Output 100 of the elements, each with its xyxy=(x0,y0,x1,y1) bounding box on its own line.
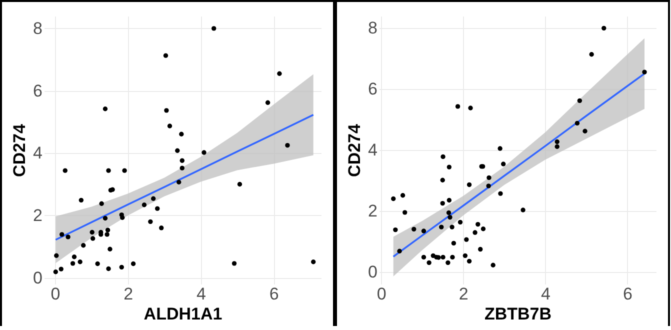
point xyxy=(212,26,216,31)
point xyxy=(150,196,156,201)
point xyxy=(472,230,478,235)
point xyxy=(167,124,172,128)
y-tick-label: 8 xyxy=(33,18,42,38)
point xyxy=(164,108,169,113)
point xyxy=(400,193,406,198)
point xyxy=(602,26,606,31)
point xyxy=(426,260,432,266)
point xyxy=(450,224,454,230)
point xyxy=(176,180,182,184)
point xyxy=(577,98,582,104)
y-tick-label: 6 xyxy=(33,81,42,100)
point xyxy=(122,168,127,173)
point xyxy=(440,200,445,206)
point xyxy=(163,53,168,58)
point xyxy=(451,240,456,246)
y-tick-label: 8 xyxy=(368,18,378,38)
point xyxy=(148,219,153,224)
point xyxy=(486,175,492,180)
point xyxy=(421,254,426,260)
point xyxy=(446,260,450,266)
point xyxy=(582,128,588,134)
point xyxy=(130,261,136,266)
point xyxy=(468,106,473,110)
point xyxy=(393,227,398,232)
point xyxy=(450,254,455,260)
point xyxy=(391,196,396,202)
x-tick-label: 4 xyxy=(540,284,550,304)
y-tick-label: 2 xyxy=(33,206,42,225)
point xyxy=(54,253,59,258)
point xyxy=(574,120,580,126)
point xyxy=(60,232,64,237)
point xyxy=(232,261,237,266)
y-axis-title: CD274 xyxy=(345,124,364,177)
point xyxy=(440,154,446,160)
y-tick-label: 0 xyxy=(368,262,378,282)
point xyxy=(554,139,560,144)
point xyxy=(102,106,108,112)
point xyxy=(500,162,506,166)
point xyxy=(142,202,147,208)
point xyxy=(159,226,164,230)
point xyxy=(498,191,503,196)
point xyxy=(440,178,445,182)
point xyxy=(446,198,452,203)
point xyxy=(440,254,446,260)
point xyxy=(70,261,76,266)
point xyxy=(490,262,496,268)
point xyxy=(464,237,469,242)
point xyxy=(402,210,408,215)
point xyxy=(589,52,594,57)
point xyxy=(265,100,270,105)
y-tick-label: 4 xyxy=(33,144,42,163)
point xyxy=(480,226,486,232)
y-tick-label: 0 xyxy=(33,268,42,288)
point xyxy=(202,150,206,155)
x-tick-label: 2 xyxy=(124,284,134,304)
point xyxy=(175,148,180,153)
point xyxy=(439,224,444,230)
point xyxy=(642,70,647,74)
x-tick-label: 0 xyxy=(50,284,60,304)
point xyxy=(53,270,58,274)
point xyxy=(102,216,108,221)
point xyxy=(478,246,483,252)
point xyxy=(446,164,452,170)
point xyxy=(237,182,242,187)
point xyxy=(285,142,290,148)
point xyxy=(498,146,502,151)
point xyxy=(448,214,452,220)
point xyxy=(106,266,111,272)
point xyxy=(78,260,82,264)
point xyxy=(78,198,84,203)
x-tick-label: 4 xyxy=(196,284,206,304)
point xyxy=(81,243,86,248)
x-tick-label: 2 xyxy=(458,284,468,304)
point xyxy=(476,222,480,227)
point xyxy=(412,226,416,232)
point xyxy=(95,261,100,266)
point xyxy=(520,208,526,212)
x-axis-title: ZBTB7B xyxy=(484,304,552,324)
point xyxy=(104,232,110,237)
point xyxy=(66,234,70,240)
point xyxy=(455,104,460,109)
point xyxy=(99,201,104,206)
point xyxy=(446,210,452,216)
point xyxy=(106,168,111,173)
point xyxy=(90,236,96,241)
point xyxy=(119,264,124,270)
point xyxy=(179,132,184,136)
point xyxy=(421,228,426,234)
point xyxy=(180,158,184,163)
y-tick-label: 4 xyxy=(368,140,378,160)
y-tick-label: 6 xyxy=(368,80,378,99)
point xyxy=(155,206,160,211)
y-axis-title: CD274 xyxy=(10,124,30,177)
point xyxy=(277,71,282,76)
point xyxy=(458,220,463,225)
point xyxy=(180,166,184,170)
line-series xyxy=(54,114,314,241)
point xyxy=(58,266,64,272)
